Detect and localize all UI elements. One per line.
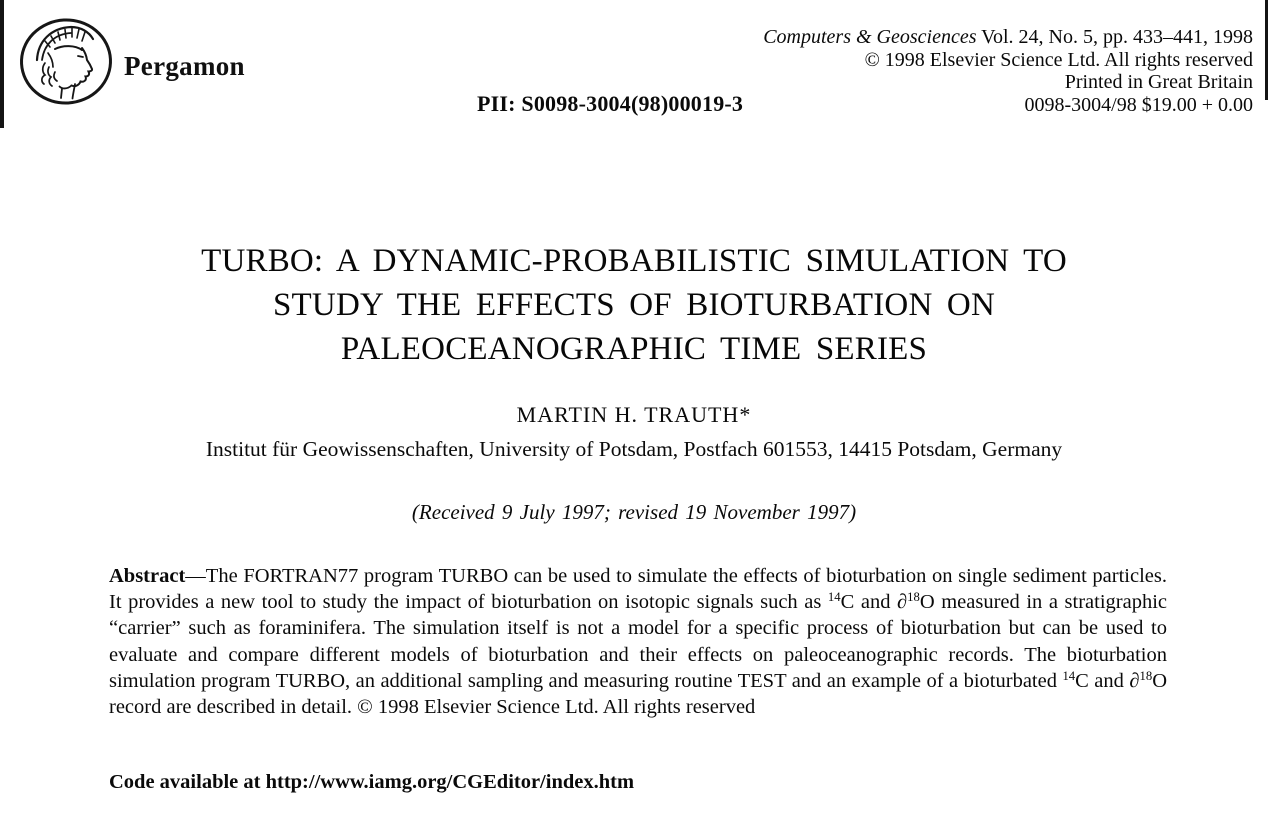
scan-edge-artifact-left: [0, 0, 4, 128]
pergamon-athena-emblem-icon: [20, 18, 112, 105]
article-title-line-2: STUDY THE EFFECTS OF BIOTURBATION ON: [273, 287, 995, 323]
code-availability-note: Code available at http://www.iamg.org/CG…: [109, 771, 635, 793]
journal-info-block: Computers & Geosciences Vol. 24, No. 5, …: [763, 26, 1253, 116]
scan-edge-artifact-right: [1265, 0, 1268, 100]
author-name: MARTIN H. TRAUTH*: [516, 402, 752, 427]
pii-number: PII: S0098-3004(98)00019-3: [477, 91, 744, 116]
article-title-line-3: PALEOCEANOGRAPHIC TIME SERIES: [340, 331, 928, 367]
printed-in-line: Printed in Great Britain: [1064, 71, 1253, 93]
author-affiliation: Institut für Geowissenschaften, Universi…: [205, 437, 1063, 461]
article-title: TURBO: A DYNAMIC-PROBABILISTIC SIMULATIO…: [0, 239, 1268, 371]
journal-volume-details: Vol. 24, No. 5, pp. 433–441, 1998: [976, 26, 1253, 48]
publisher-name: Pergamon: [124, 51, 245, 81]
issn-price-line: 0098-3004/98 $19.00 + 0.00: [1024, 93, 1254, 116]
abstract-paragraph: Abstract—The FORTRAN77 program TURBO can…: [109, 565, 1167, 719]
copyright-line: © 1998 Elsevier Science Ltd. All rights …: [864, 48, 1253, 71]
publisher-logo: Pergamon: [15, 15, 265, 115]
journal-volume-line: Computers & Geosciences Vol. 24, No. 5, …: [763, 26, 1253, 49]
received-revised-dates: (Received 9 July 1997; revised 19 Novemb…: [411, 500, 857, 524]
article-title-line-1: TURBO: A DYNAMIC-PROBABILISTIC SIMULATIO…: [201, 243, 1067, 279]
journal-name: Computers & Geosciences: [763, 26, 977, 48]
